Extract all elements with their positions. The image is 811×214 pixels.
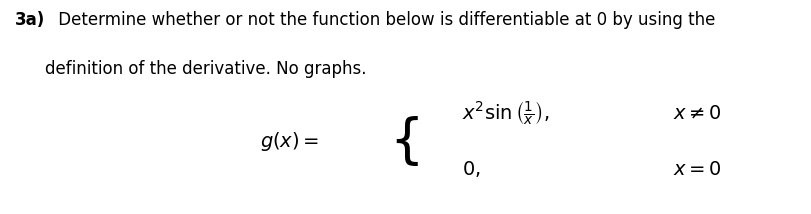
Text: definition of the derivative. No graphs.: definition of the derivative. No graphs. [45,60,366,78]
Text: $x \neq 0$: $x \neq 0$ [673,104,722,123]
Text: $x^2\sin\left(\frac{1}{x}\right),$: $x^2\sin\left(\frac{1}{x}\right),$ [462,100,550,127]
Text: $x = 0$: $x = 0$ [673,160,722,178]
Text: $\{$: $\{$ [389,114,419,168]
Text: $g(x) =$: $g(x) =$ [260,130,319,153]
Text: 3a): 3a) [15,11,45,29]
Text: Determine whether or not the function below is differentiable at 0 by using the: Determine whether or not the function be… [53,11,715,29]
Text: $0,$: $0,$ [462,159,481,179]
